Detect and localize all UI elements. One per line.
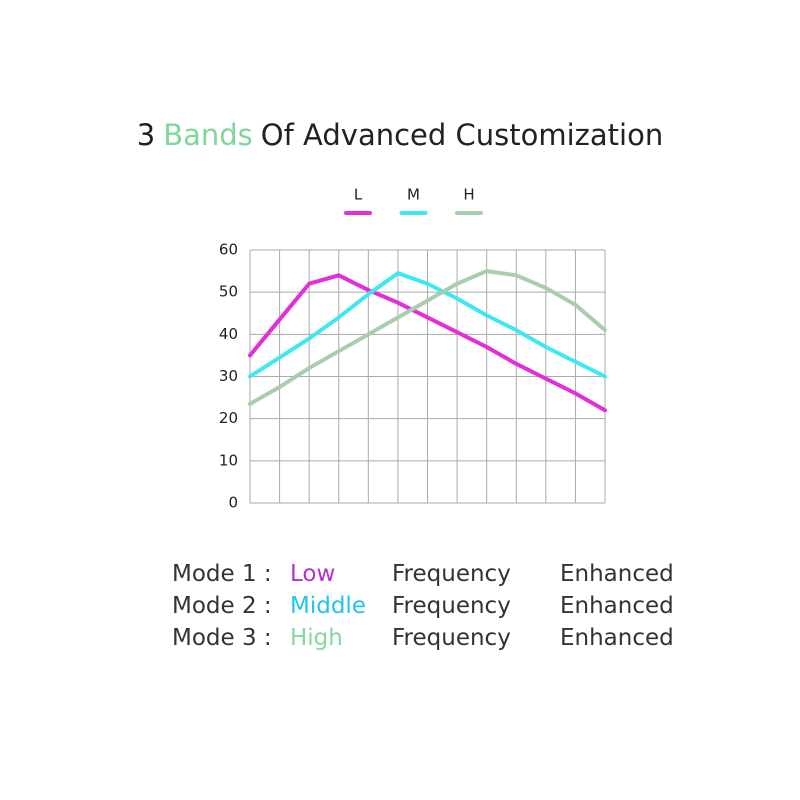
mode-band: High: [290, 625, 343, 651]
title-highlight: Bands: [163, 118, 253, 152]
y-tick-label: 20: [219, 409, 238, 427]
mode-label: Mode 3 :: [172, 625, 272, 651]
title: 3 Bands Of Advanced Customization: [0, 118, 800, 152]
mode-band: Low: [290, 561, 336, 587]
mode-word1: Frequency: [392, 593, 511, 619]
y-tick-label: 50: [219, 283, 238, 301]
y-tick-label: 60: [219, 241, 238, 259]
legend-label: H: [463, 186, 474, 204]
y-tick-label: 30: [219, 367, 238, 385]
y-tick-label: 40: [219, 325, 238, 343]
series-line: [248, 273, 607, 413]
series-line: [248, 269, 607, 406]
series-line: [248, 271, 607, 379]
mode-word1: Frequency: [392, 625, 511, 651]
y-tick-label: 10: [219, 451, 238, 469]
mode-word1: Frequency: [392, 561, 511, 587]
mode-word2: Enhanced: [560, 593, 674, 619]
mode-label: Mode 2 :: [172, 593, 272, 619]
mode-band: Middle: [290, 593, 366, 619]
chart: 0 10 20 30 40 50 60 L M H: [219, 186, 607, 512]
title-suffix: Of Advanced Customization: [260, 118, 664, 152]
legend-label: L: [354, 186, 363, 204]
legend-label: M: [407, 186, 420, 204]
y-tick-label: 0: [228, 494, 238, 512]
title-prefix: 3: [136, 118, 156, 152]
mode-word2: Enhanced: [560, 561, 674, 587]
mode-label: Mode 1 :: [172, 561, 272, 587]
mode-word2: Enhanced: [560, 625, 674, 651]
